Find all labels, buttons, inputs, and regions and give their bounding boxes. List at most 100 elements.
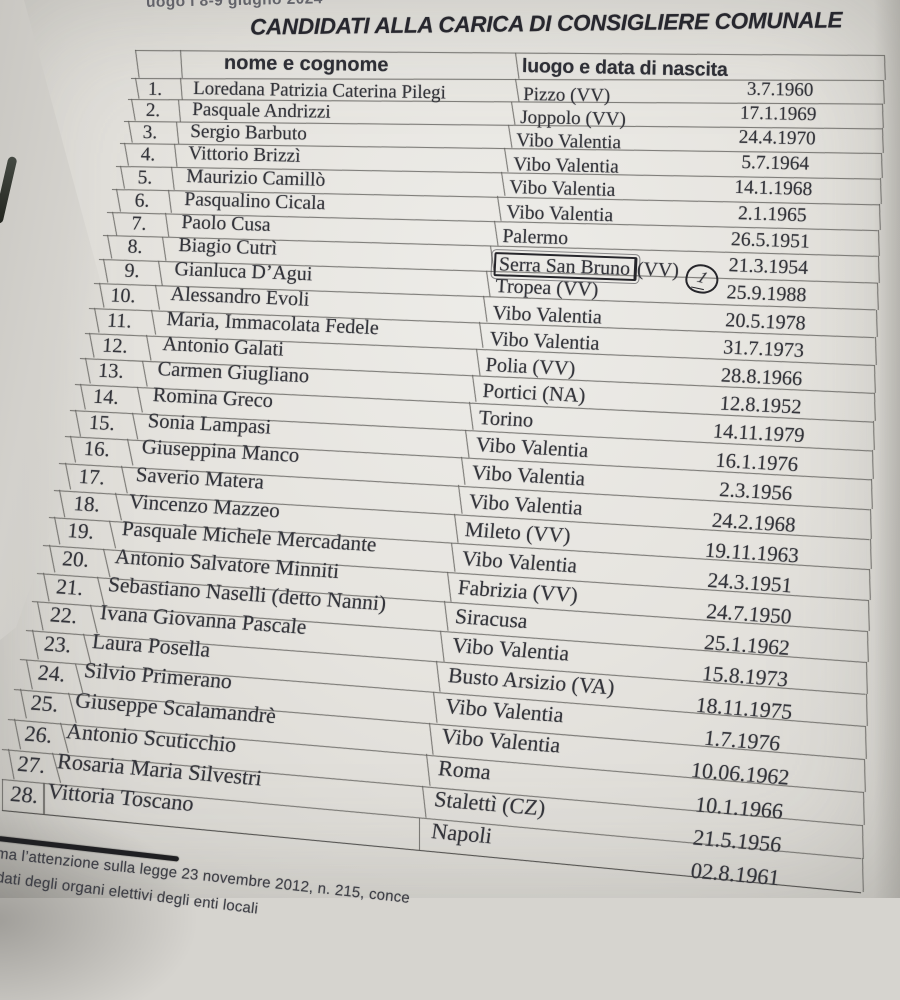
candidate-name: Alessandro Evoli (170, 283, 311, 311)
table-line-vertical (872, 450, 875, 480)
table-line-vertical (171, 166, 175, 190)
birth-date: 17.1.1969 (740, 102, 817, 126)
birth-date: 14.1.1968 (734, 177, 813, 201)
row-number: 11. (106, 309, 133, 333)
birth-date: 16.1.1976 (714, 449, 800, 477)
table-line-vertical (515, 78, 520, 102)
birth-place: Vibo Valentia (450, 633, 571, 666)
birth-date: 26.5.1951 (730, 227, 811, 253)
row-number: 26. (23, 720, 54, 748)
table-line-vertical (432, 691, 438, 723)
table-line-vertical (121, 465, 129, 494)
birth-date: 10.1.1966 (693, 790, 785, 824)
birth-place: Vibo Valentia (516, 130, 622, 154)
birth-place: Vibo Valentia (512, 153, 619, 178)
table-line-vertical (879, 203, 882, 230)
row-number: 8. (127, 235, 144, 259)
table-line-vertical (126, 438, 134, 466)
birth-place: Vibo Valentia (509, 177, 616, 202)
candidate-name: Giuseppina Manco (140, 434, 301, 467)
row-number: 18. (72, 490, 101, 517)
table-line-vertical (867, 630, 870, 663)
candidate-name: Paolo Cusa (180, 210, 272, 236)
table-line-vertical (880, 178, 883, 204)
row-number: 2. (145, 100, 161, 122)
birth-date: 3.7.1960 (746, 78, 814, 101)
candidate-name: Romina Greco (151, 383, 274, 412)
table-line-vertical (461, 457, 467, 486)
table-line-vertical (871, 479, 874, 509)
table-line-vertical (135, 49, 140, 78)
table-line-vertical (486, 270, 492, 297)
table-line-vertical (870, 508, 873, 539)
table-line-vertical (429, 722, 435, 755)
table-line-vertical (500, 171, 506, 197)
birth-date: 5.7.1964 (740, 152, 810, 175)
row-number: 19. (66, 518, 96, 544)
row-number: 14. (92, 385, 120, 409)
table-line-vertical (866, 662, 869, 695)
table-line-vertical (875, 336, 878, 365)
birth-date: 2.1.1965 (737, 203, 807, 227)
birth-place: Polia (VV) (485, 353, 577, 380)
row-number: 21. (55, 574, 85, 600)
table-line-vertical (443, 601, 449, 632)
page-curl-shadow (874, 0, 900, 898)
birth-date: 25.1.1962 (703, 629, 791, 660)
birth-date: 02.8.1961 (689, 857, 782, 891)
row-number: 10. (109, 284, 137, 308)
table-line-vertical (881, 128, 884, 154)
row-number: 12. (101, 334, 129, 358)
birth-place: Vibo Valentia (467, 488, 584, 520)
table-line-vertical (150, 309, 157, 336)
table-line-vertical (472, 375, 477, 403)
table-line-vertical (504, 148, 510, 172)
birth-date: 24.4.1970 (738, 127, 816, 150)
birth-date: 14.11.1979 (711, 420, 806, 448)
table-line-vertical (874, 364, 877, 393)
birth-date: 2.3.1956 (718, 478, 793, 506)
table-line-vertical (168, 189, 173, 213)
table-line-vertical (876, 309, 879, 338)
birth-place: Torino (478, 407, 535, 433)
table-line-vertical (876, 282, 879, 310)
birth-place: Tropea (VV) (495, 275, 600, 302)
birth-place: Siracusa (453, 603, 529, 633)
candidate-name: Pasquale Andrizzi (191, 99, 331, 124)
candidate-name: Silvio Primerano (82, 658, 234, 694)
birth-place: Vibo Valentia (488, 327, 600, 355)
candidate-name: Laura Posella (91, 629, 212, 662)
birth-date: 21.5.1956 (691, 824, 783, 857)
table-line-vertical (132, 412, 139, 440)
table-line-vertical (878, 229, 881, 257)
table-line-vertical (873, 392, 876, 422)
table-line-vertical (882, 103, 885, 129)
table-line-vertical (884, 54, 887, 80)
candidate-name: Maurizio Camillò (186, 165, 326, 191)
birth-place: Vibo Valentia (505, 201, 614, 226)
row-number: 4. (140, 144, 156, 166)
table-line-vertical (864, 726, 867, 759)
row-number: 1. (147, 78, 163, 101)
candidate-name: Vincenzo Mazzeo (128, 488, 282, 522)
candidate-name: Antonio Galati (161, 332, 285, 361)
birth-date: 24.2.1968 (710, 507, 797, 537)
table-line-vertical (482, 296, 488, 323)
candidate-name: Carmen Giugliano (157, 358, 310, 388)
candidate-name: Vittoria Toscano (45, 778, 196, 817)
birth-place: Vibo Valentia (460, 545, 579, 578)
table-line-vertical (141, 360, 148, 387)
birth-date: 19.11.1963 (704, 537, 800, 568)
table-line-vertical (493, 220, 499, 246)
table-line-vertical (154, 285, 160, 310)
table-line-vertical (179, 78, 183, 100)
table-line-vertical (418, 817, 420, 850)
table-line-vertical (465, 429, 470, 458)
table-line-vertical (877, 255, 880, 283)
table-line-vertical (422, 785, 427, 818)
table-line-vertical (511, 101, 517, 125)
table-line-vertical (865, 693, 868, 727)
table-line-vertical (175, 121, 180, 144)
table-line-vertical (515, 52, 520, 79)
